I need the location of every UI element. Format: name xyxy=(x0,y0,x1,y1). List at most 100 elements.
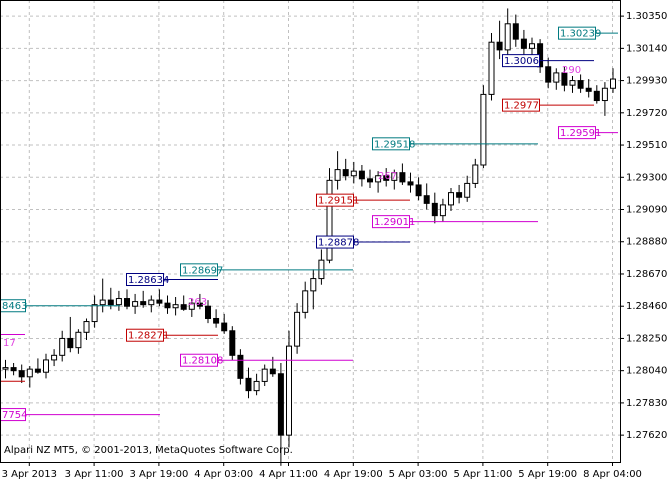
axes: 1.30350 1.30140 1.29930 1.29720 1.29510 1.293… xyxy=(2,11,668,480)
candle-body xyxy=(610,78,616,89)
candle-body xyxy=(18,370,25,378)
candle-body xyxy=(585,87,592,92)
candle-body xyxy=(593,90,600,102)
level-box xyxy=(180,263,218,277)
level-label: 1.29591 xyxy=(560,128,601,139)
candle-body xyxy=(99,299,106,306)
level-label: 7754 xyxy=(2,410,27,421)
candle-body xyxy=(367,178,373,183)
plot-area xyxy=(0,0,621,463)
y-tick-label: 1.30350 xyxy=(626,11,667,22)
level-label: 1.3006 xyxy=(504,56,539,67)
candle-body xyxy=(504,23,511,51)
candles xyxy=(2,8,616,466)
candle-body xyxy=(561,72,568,86)
candle-body xyxy=(480,93,487,166)
candle-body xyxy=(601,87,608,102)
candle-body xyxy=(488,41,495,95)
candle-body xyxy=(2,367,9,370)
candle-body xyxy=(107,299,114,306)
level-box xyxy=(316,235,354,249)
candle-body xyxy=(415,184,422,197)
candle-body xyxy=(91,304,98,323)
candle-body xyxy=(164,302,171,309)
level-label: 1.29011 xyxy=(374,217,415,228)
candle-body xyxy=(472,164,479,184)
candle-body xyxy=(399,172,406,183)
level-label: 1.28878 xyxy=(318,238,359,249)
candle-body xyxy=(261,368,268,382)
x-tick-label: 4 Apr 11:00 xyxy=(259,469,318,480)
level-box xyxy=(502,98,540,112)
x-tick-label: 5 Apr 11:00 xyxy=(453,469,512,480)
y-tick-label: 1.28040 xyxy=(626,366,667,377)
candle-body xyxy=(383,175,390,181)
y-tick-label: 1.29720 xyxy=(626,108,667,119)
candle-body xyxy=(205,305,211,319)
level-box xyxy=(180,353,218,367)
candle-body xyxy=(302,290,309,313)
candle-body xyxy=(213,317,220,324)
candle-body xyxy=(221,322,228,332)
candle-body xyxy=(180,304,187,310)
level-box xyxy=(502,54,540,68)
level-box xyxy=(126,328,164,342)
candle-body xyxy=(334,169,341,181)
y-tick-label: 1.27620 xyxy=(626,430,667,441)
level-box xyxy=(372,215,410,229)
level-box xyxy=(372,137,410,151)
candle-body xyxy=(326,179,333,261)
candle-body xyxy=(188,302,195,310)
candle-body xyxy=(115,298,122,306)
x-tick-label: 5 Apr 03:00 xyxy=(389,469,448,480)
candle-body xyxy=(407,181,414,186)
y-tick-label: 1.29510 xyxy=(626,140,667,151)
candle-body xyxy=(83,321,90,333)
candle-body xyxy=(577,80,584,89)
candle-body xyxy=(294,311,301,347)
levels: 8463 1.28634 1.28697 1.28271 1.28108 7754 1.28… xyxy=(0,26,618,422)
level-label: 1.28108 xyxy=(182,356,223,367)
candle-body xyxy=(350,170,357,177)
candle-body xyxy=(358,170,365,180)
candle-body xyxy=(26,368,33,378)
x-tick-label: 5 Apr 19:00 xyxy=(518,469,577,480)
y-tick-label: 1.30140 xyxy=(626,43,667,54)
level-box xyxy=(558,126,596,140)
level-label: 1.30239 xyxy=(560,29,601,40)
candle-body xyxy=(196,302,203,307)
candle-body xyxy=(529,43,535,49)
candle-body xyxy=(391,172,398,181)
candle-body xyxy=(423,195,430,204)
y-tick-label: 1.28880 xyxy=(626,237,667,248)
y-tick-label: 1.27830 xyxy=(626,398,667,409)
level-box xyxy=(558,26,596,40)
candle-body xyxy=(342,169,349,177)
y-tick-label: 1.29300 xyxy=(626,172,667,183)
level-box xyxy=(126,273,164,287)
pips-label: 267 xyxy=(378,171,397,182)
level-box xyxy=(316,193,354,207)
x-tick-label: 3 Apr 11:00 xyxy=(65,469,124,480)
candle-body xyxy=(553,72,560,83)
level-label: 1.29151 xyxy=(318,196,359,207)
candle-body xyxy=(456,192,463,198)
pips-label: 290 xyxy=(562,65,581,76)
candle-body xyxy=(520,38,527,49)
candle-body xyxy=(43,359,49,373)
level-label: 1.28271 xyxy=(128,331,169,342)
candle-body xyxy=(253,380,260,392)
x-tick-label: 4 Apr 19:00 xyxy=(324,469,383,480)
candle-body xyxy=(237,354,244,379)
candle-body xyxy=(269,368,276,375)
candle-body xyxy=(148,299,155,306)
candle-body xyxy=(34,368,41,373)
candle-body xyxy=(496,41,503,51)
candle-body xyxy=(375,175,382,183)
y-tick-label: 1.29930 xyxy=(626,76,667,87)
candle-body xyxy=(172,304,179,309)
candle-body xyxy=(75,331,82,349)
x-tick-label: 3 Apr 2013 xyxy=(2,469,57,480)
candle-body xyxy=(229,330,236,356)
